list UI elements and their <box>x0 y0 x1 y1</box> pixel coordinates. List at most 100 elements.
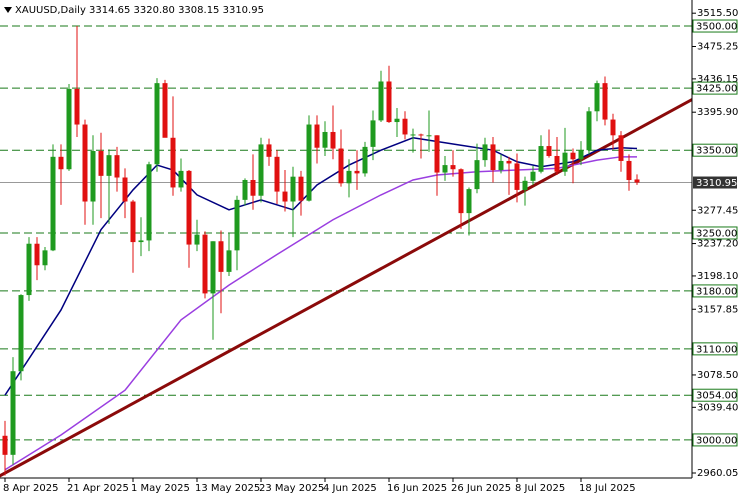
candle-body <box>394 118 400 123</box>
candle-body <box>634 179 640 183</box>
candle-body <box>498 160 504 171</box>
candle-body <box>2 435 8 455</box>
candle-body <box>466 189 472 214</box>
level-label: 3110.00 <box>696 344 737 355</box>
y-tick-label: 3277.45 <box>697 205 738 216</box>
level-label-box <box>692 433 738 447</box>
candle-body <box>490 144 496 171</box>
x-tick-label: 1 May 2025 <box>131 483 190 494</box>
candle-body <box>362 146 368 174</box>
level-label: 3250.00 <box>696 228 737 239</box>
candle-body <box>586 111 592 151</box>
candle-body <box>482 144 488 161</box>
candle-body <box>82 124 88 202</box>
candle-body <box>426 135 432 137</box>
candle-body <box>370 120 376 147</box>
candle-body <box>618 135 624 161</box>
candle-body <box>138 240 144 243</box>
x-tick-label: 13 May 2025 <box>195 483 260 494</box>
level-label-box <box>692 226 738 240</box>
candle-body <box>418 134 424 136</box>
candle-body <box>410 134 416 136</box>
candle-body <box>66 88 72 170</box>
level-label: 3180.00 <box>696 286 737 297</box>
candle-body <box>74 88 80 125</box>
candle-body <box>434 135 440 173</box>
candle-body <box>234 199 240 251</box>
level-label-box <box>692 388 738 402</box>
candle-body <box>106 155 112 176</box>
x-tick-label: 26 Jun 2025 <box>451 483 511 494</box>
current-price-box <box>693 176 737 189</box>
current-price-label: 3310.95 <box>696 178 737 189</box>
candle-body <box>626 160 632 180</box>
candle-body <box>154 83 160 165</box>
x-tick-label: 8 Jul 2025 <box>515 483 565 494</box>
candle-body <box>178 170 184 188</box>
candle-body <box>458 169 464 214</box>
x-tick-label: 23 May 2025 <box>259 483 324 494</box>
moving-average <box>4 156 637 471</box>
candle-body <box>562 152 568 172</box>
candle-body <box>298 176 304 201</box>
candle-body <box>122 177 128 202</box>
candle-body <box>522 180 528 190</box>
candle-body <box>58 156 64 170</box>
candle-body <box>42 250 48 266</box>
plot <box>0 25 692 478</box>
candle-body <box>34 243 40 266</box>
candle-body <box>170 137 176 188</box>
candle-body <box>330 131 336 149</box>
level-label: 3500.00 <box>696 22 737 33</box>
x-tick-label: 21 Apr 2025 <box>67 483 129 494</box>
ohlc-readout: 3314.65 3320.80 3308.15 3310.95 <box>89 5 264 16</box>
candle-body <box>322 131 328 148</box>
candle-body <box>602 83 608 120</box>
level-label: 3425.00 <box>696 84 737 95</box>
candle-body <box>354 170 360 174</box>
y-tick-label: 3395.90 <box>697 107 738 118</box>
candle-body <box>146 164 152 241</box>
y-tick-label: 3515.50 <box>697 8 738 19</box>
x-tick-label: 16 Jun 2025 <box>387 483 447 494</box>
candle-body <box>506 160 512 164</box>
y-tick-label: 2960.05 <box>697 468 738 479</box>
y-tick-label: 3078.50 <box>697 370 738 381</box>
candle-body <box>314 124 320 148</box>
candle-body <box>26 243 32 296</box>
candle-body <box>162 83 168 138</box>
candle-body <box>594 83 600 112</box>
candle-body <box>442 165 448 173</box>
y-tick-label: 3475.25 <box>697 42 738 53</box>
candle-body <box>402 118 408 135</box>
candle-body <box>530 171 536 181</box>
y-tick-label: 3436.15 <box>697 74 738 85</box>
candle-body <box>114 155 120 178</box>
candle-body <box>210 241 216 294</box>
level-label: 3350.00 <box>696 146 737 157</box>
chart-title: XAUUSD,Daily <box>15 5 86 16</box>
x-tick-label: 8 Apr 2025 <box>3 483 58 494</box>
candle-body <box>18 295 24 372</box>
y-tick-label: 3237.20 <box>697 239 738 250</box>
candle-body <box>274 156 280 192</box>
level-label-box <box>692 143 738 157</box>
candle-body <box>98 151 104 176</box>
y-tick-label: 3198.10 <box>697 271 738 282</box>
candle-body <box>266 144 272 157</box>
level-label: 3000.00 <box>696 435 737 446</box>
candle-body <box>186 170 192 245</box>
candle-body <box>578 150 584 160</box>
candle-body <box>554 155 560 172</box>
candle-body <box>514 163 520 190</box>
level-label-box <box>692 284 738 298</box>
candle-body <box>10 371 16 455</box>
candle-body <box>202 234 208 294</box>
y-tick-label: 3039.40 <box>697 402 738 413</box>
candle-body <box>226 250 232 272</box>
candle-body <box>546 146 552 156</box>
candle-body <box>378 81 384 121</box>
level-label-box <box>692 19 738 33</box>
